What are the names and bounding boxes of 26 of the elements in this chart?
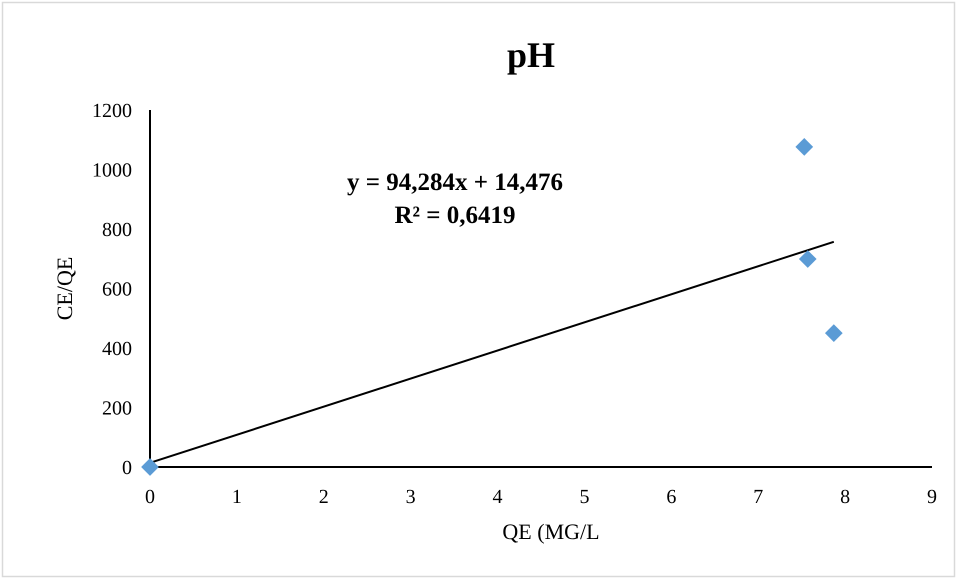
y-tick-label: 1000 bbox=[92, 160, 132, 182]
x-tick-label: 0 bbox=[145, 486, 155, 508]
x-tick-label: 2 bbox=[318, 486, 329, 508]
x-tick-label: 6 bbox=[666, 486, 676, 508]
y-tick-label: 400 bbox=[102, 338, 132, 360]
y-tick-label: 200 bbox=[102, 398, 132, 420]
annotation: y = 94,284x + 14,476 bbox=[347, 169, 563, 196]
y-tick-label: 600 bbox=[102, 278, 132, 300]
y-tick-label: 0 bbox=[122, 457, 132, 479]
x-tick-label: 1 bbox=[232, 486, 242, 508]
annotation: R² = 0,6419 bbox=[394, 202, 516, 229]
chart-title: pH bbox=[506, 35, 556, 75]
x-tick-label: 7 bbox=[753, 486, 764, 508]
x-tick-label: 3 bbox=[406, 486, 416, 508]
x-tick-label: 4 bbox=[492, 486, 503, 508]
point bbox=[824, 324, 843, 342]
x-axis-title: QE (MG/L bbox=[502, 519, 600, 544]
point bbox=[141, 458, 159, 476]
point bbox=[798, 250, 817, 268]
y-axis-title: CE/QE bbox=[52, 256, 77, 320]
x-tick-label: 5 bbox=[579, 486, 590, 508]
y-tick-label: 800 bbox=[102, 219, 132, 241]
y-tick-label: 1200 bbox=[92, 100, 132, 122]
point bbox=[795, 138, 814, 156]
x-tick-label: 9 bbox=[927, 486, 937, 508]
x-tick-label: 8 bbox=[840, 486, 850, 508]
